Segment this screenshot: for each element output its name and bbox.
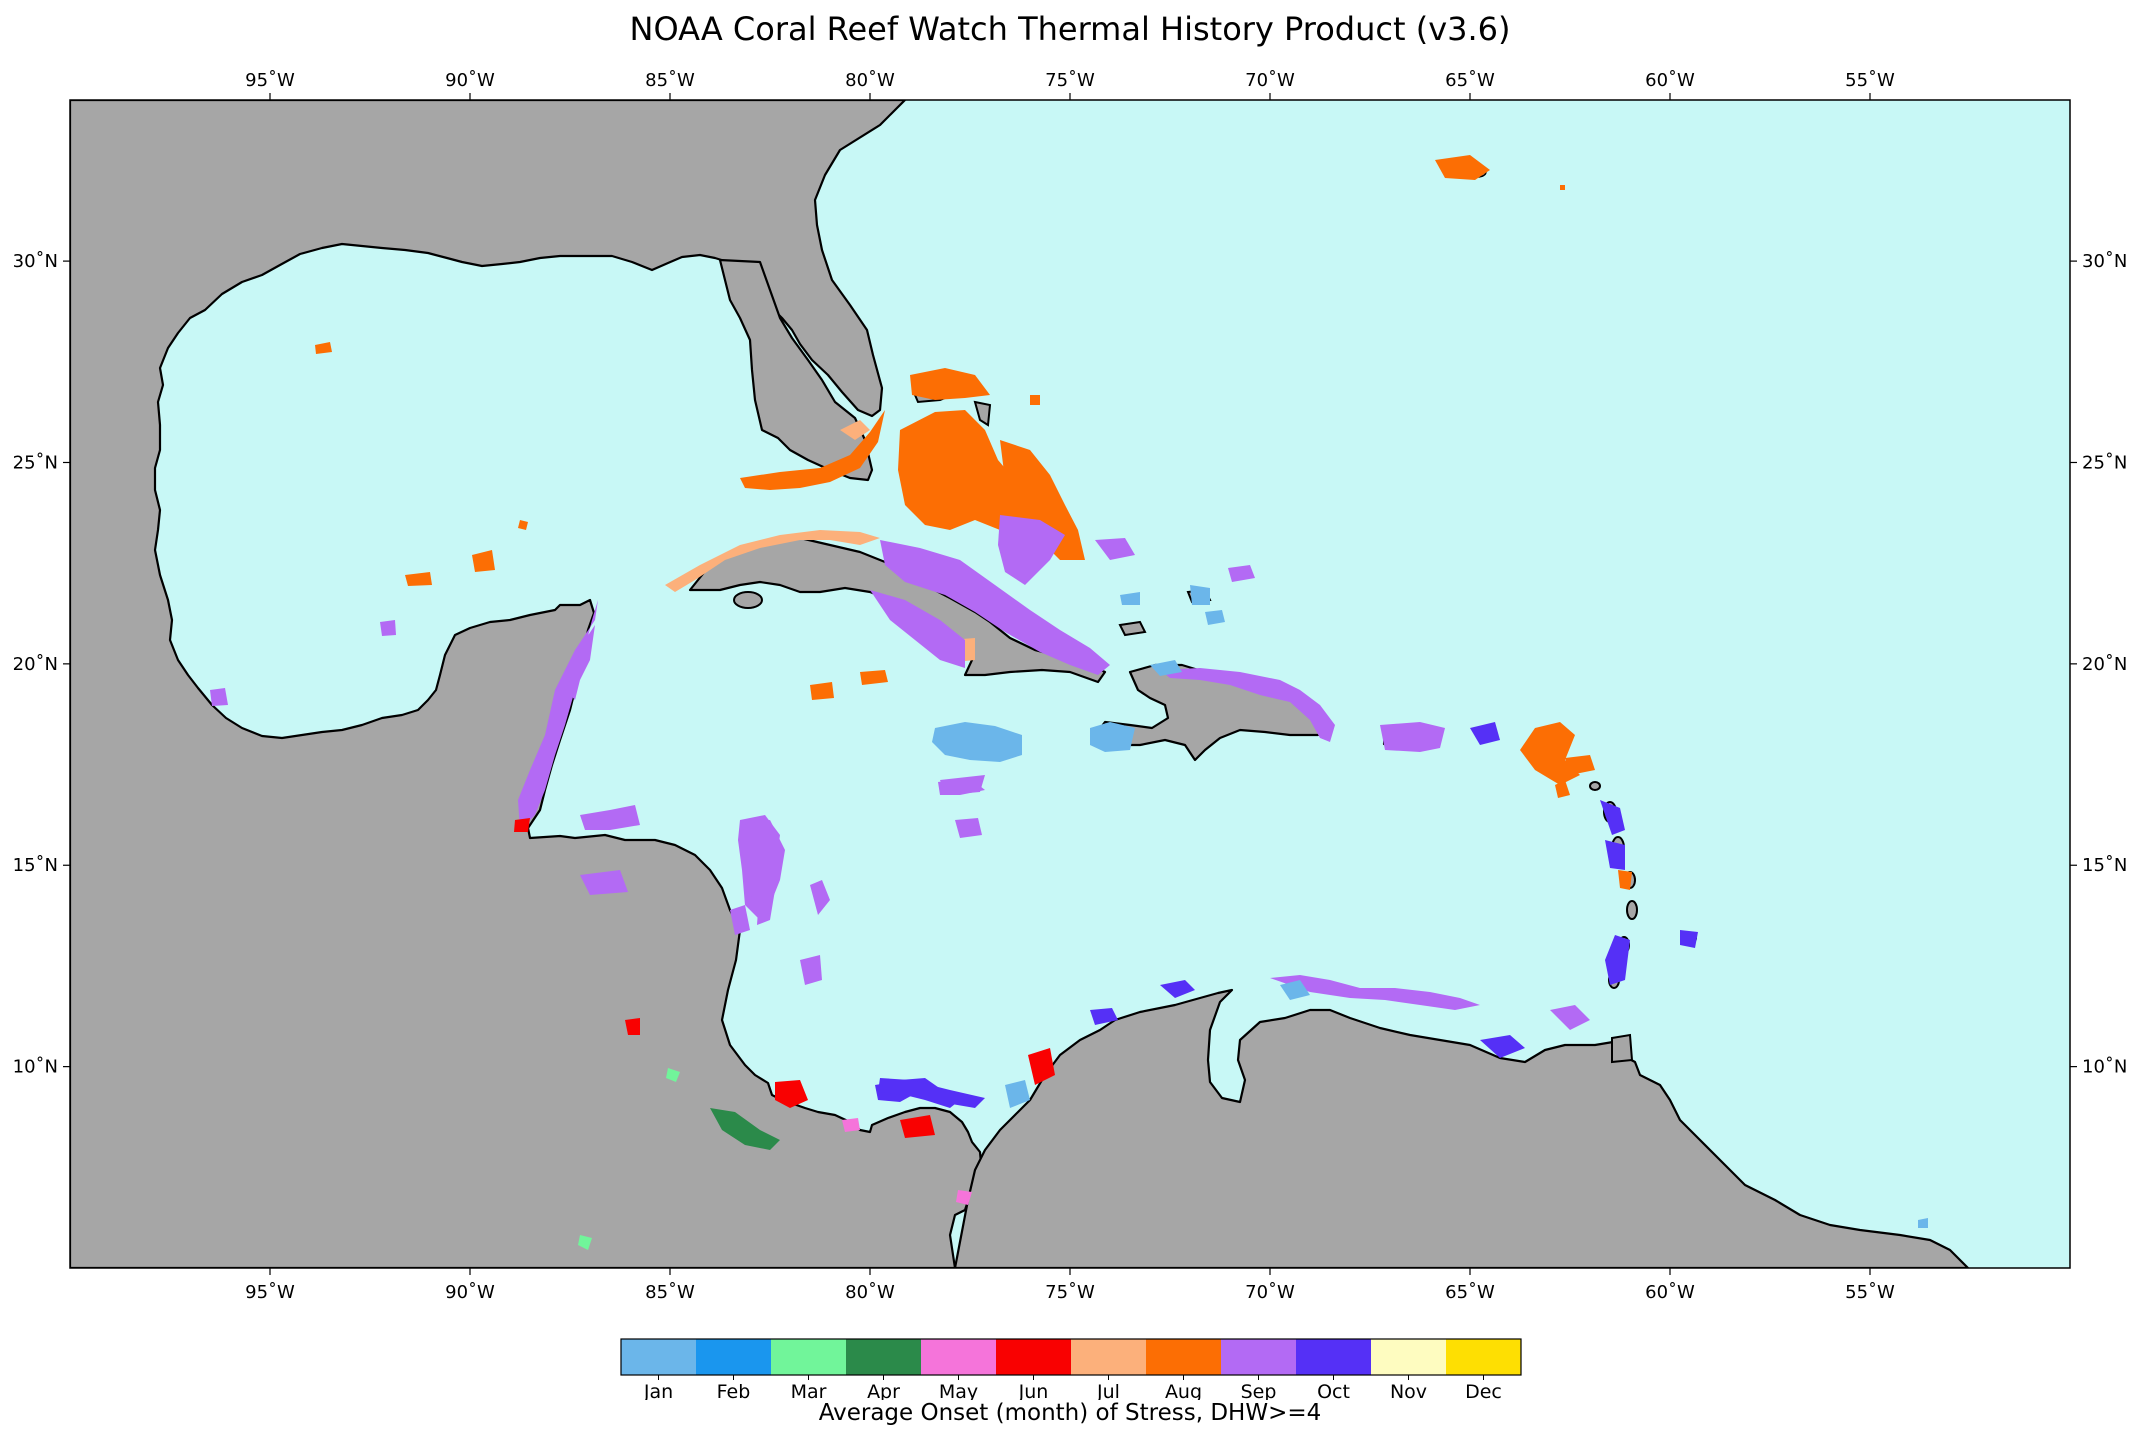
colorbar-label-mar: Mar [791, 1381, 827, 1400]
land-south-america [953, 988, 1970, 1268]
colorbar-title: Average Onset (month) of Stress, DHW>=4 [818, 1400, 1322, 1426]
colorbar-swatch-oct [1296, 1339, 1371, 1375]
colorbar-swatch-mar [771, 1339, 846, 1375]
lon-tick-label-top: 80˚W [845, 70, 895, 91]
colorbar-outline [620, 1338, 1522, 1376]
colorbar-label-feb: Feb [717, 1381, 751, 1400]
colorbar-label-dec: Dec [1465, 1381, 1502, 1400]
land-florida [718, 258, 874, 482]
lon-tick-label-bottom: 70˚W [1245, 1282, 1295, 1303]
lat-tick-label-right: 20˚N [2082, 654, 2127, 675]
lon-tick-label-top: 90˚W [445, 70, 495, 91]
colorbar-swatch-apr [846, 1339, 921, 1375]
map-title: NOAA Coral Reef Watch Thermal History Pr… [629, 10, 1511, 48]
lon-tick-label-bottom: 95˚W [245, 1282, 295, 1303]
lon-tick-label-bottom: 55˚W [1845, 1282, 1895, 1303]
lon-tick-label-top: 75˚W [1045, 70, 1095, 91]
lon-tick-label-top: 55˚W [1845, 70, 1895, 91]
colorbar-label-nov: Nov [1390, 1381, 1427, 1400]
colorbar: Jan Feb Mar Apr May Jun Jul Aug Sep Oct Nov Dec [620, 1338, 1522, 1400]
lon-tick-label-top: 70˚W [1245, 70, 1295, 91]
lon-tick-label-bottom: 60˚W [1645, 1282, 1695, 1303]
lon-tick-label-top: 65˚W [1445, 70, 1495, 91]
lon-ticks-bottom: 95˚W 90˚W 85˚W 80˚W 75˚W 70˚W 65˚W 60˚W 55˚W [245, 1268, 1895, 1303]
colorbar-label-jul: Jul [1096, 1381, 1120, 1400]
colorbar-swatch-feb [696, 1339, 771, 1375]
land-abaco [973, 400, 992, 427]
land-inagua [1118, 620, 1147, 637]
lat-tick-label-right: 25˚N [2082, 452, 2127, 473]
land-isla-juventud [733, 591, 763, 609]
colorbar-label-aug: Aug [1165, 1381, 1202, 1400]
colorbar-swatch-aug [1146, 1339, 1221, 1375]
lat-tick-label-left: 25˚N [13, 452, 58, 473]
colorbar-swatch-sep [1221, 1339, 1296, 1375]
land-cuba [688, 536, 1107, 684]
land-trinidad [1611, 1033, 1634, 1064]
lat-tick-label-right: 30˚N [2082, 251, 2127, 272]
colorbar-label-may: May [939, 1381, 978, 1400]
colorbar-swatch-dec [1446, 1339, 1521, 1375]
lon-tick-label-top: 95˚W [245, 70, 295, 91]
lat-tick-label-right: 15˚N [2082, 855, 2127, 876]
colorbar-swatch-may [921, 1339, 996, 1375]
colorbar-swatch-jan [621, 1339, 696, 1375]
lat-tick-label-left: 15˚N [13, 855, 58, 876]
lon-tick-label-top: 85˚W [645, 70, 695, 91]
lon-tick-label-bottom: 80˚W [845, 1282, 895, 1303]
lat-tick-label-right: 10˚N [2082, 1057, 2127, 1078]
lon-tick-label-top: 60˚W [1645, 70, 1695, 91]
colorbar-label-sep: Sep [1241, 1381, 1277, 1400]
colorbar-swatch-jul [1071, 1339, 1146, 1375]
stress-patches [210, 155, 1928, 1250]
lon-ticks-top: 95˚W 90˚W 85˚W 80˚W 75˚W 70˚W 65˚W 60˚W 55˚W [245, 70, 1895, 100]
colorbar-label-jan: Jan [643, 1381, 673, 1400]
lat-tick-label-left: 20˚N [13, 654, 58, 675]
lat-tick-label-left: 30˚N [13, 251, 58, 272]
lat-tick-label-left: 10˚N [13, 1057, 58, 1078]
colorbar-label-oct: Oct [1317, 1381, 1350, 1400]
lon-tick-label-bottom: 65˚W [1445, 1282, 1495, 1303]
colorbar-label-apr: Apr [867, 1381, 900, 1400]
colorbar-label-jun: Jun [1018, 1381, 1049, 1400]
lon-tick-label-bottom: 85˚W [645, 1282, 695, 1303]
lat-ticks-left: 30˚N 25˚N 20˚N 15˚N 10˚N [13, 251, 70, 1078]
colorbar-swatch-jun [996, 1339, 1071, 1375]
lat-ticks-right: 30˚N 25˚N 20˚N 15˚N 10˚N [2070, 251, 2127, 1078]
lon-tick-label-bottom: 75˚W [1045, 1282, 1095, 1303]
lon-tick-label-bottom: 90˚W [445, 1282, 495, 1303]
colorbar-swatch-nov [1371, 1339, 1446, 1375]
